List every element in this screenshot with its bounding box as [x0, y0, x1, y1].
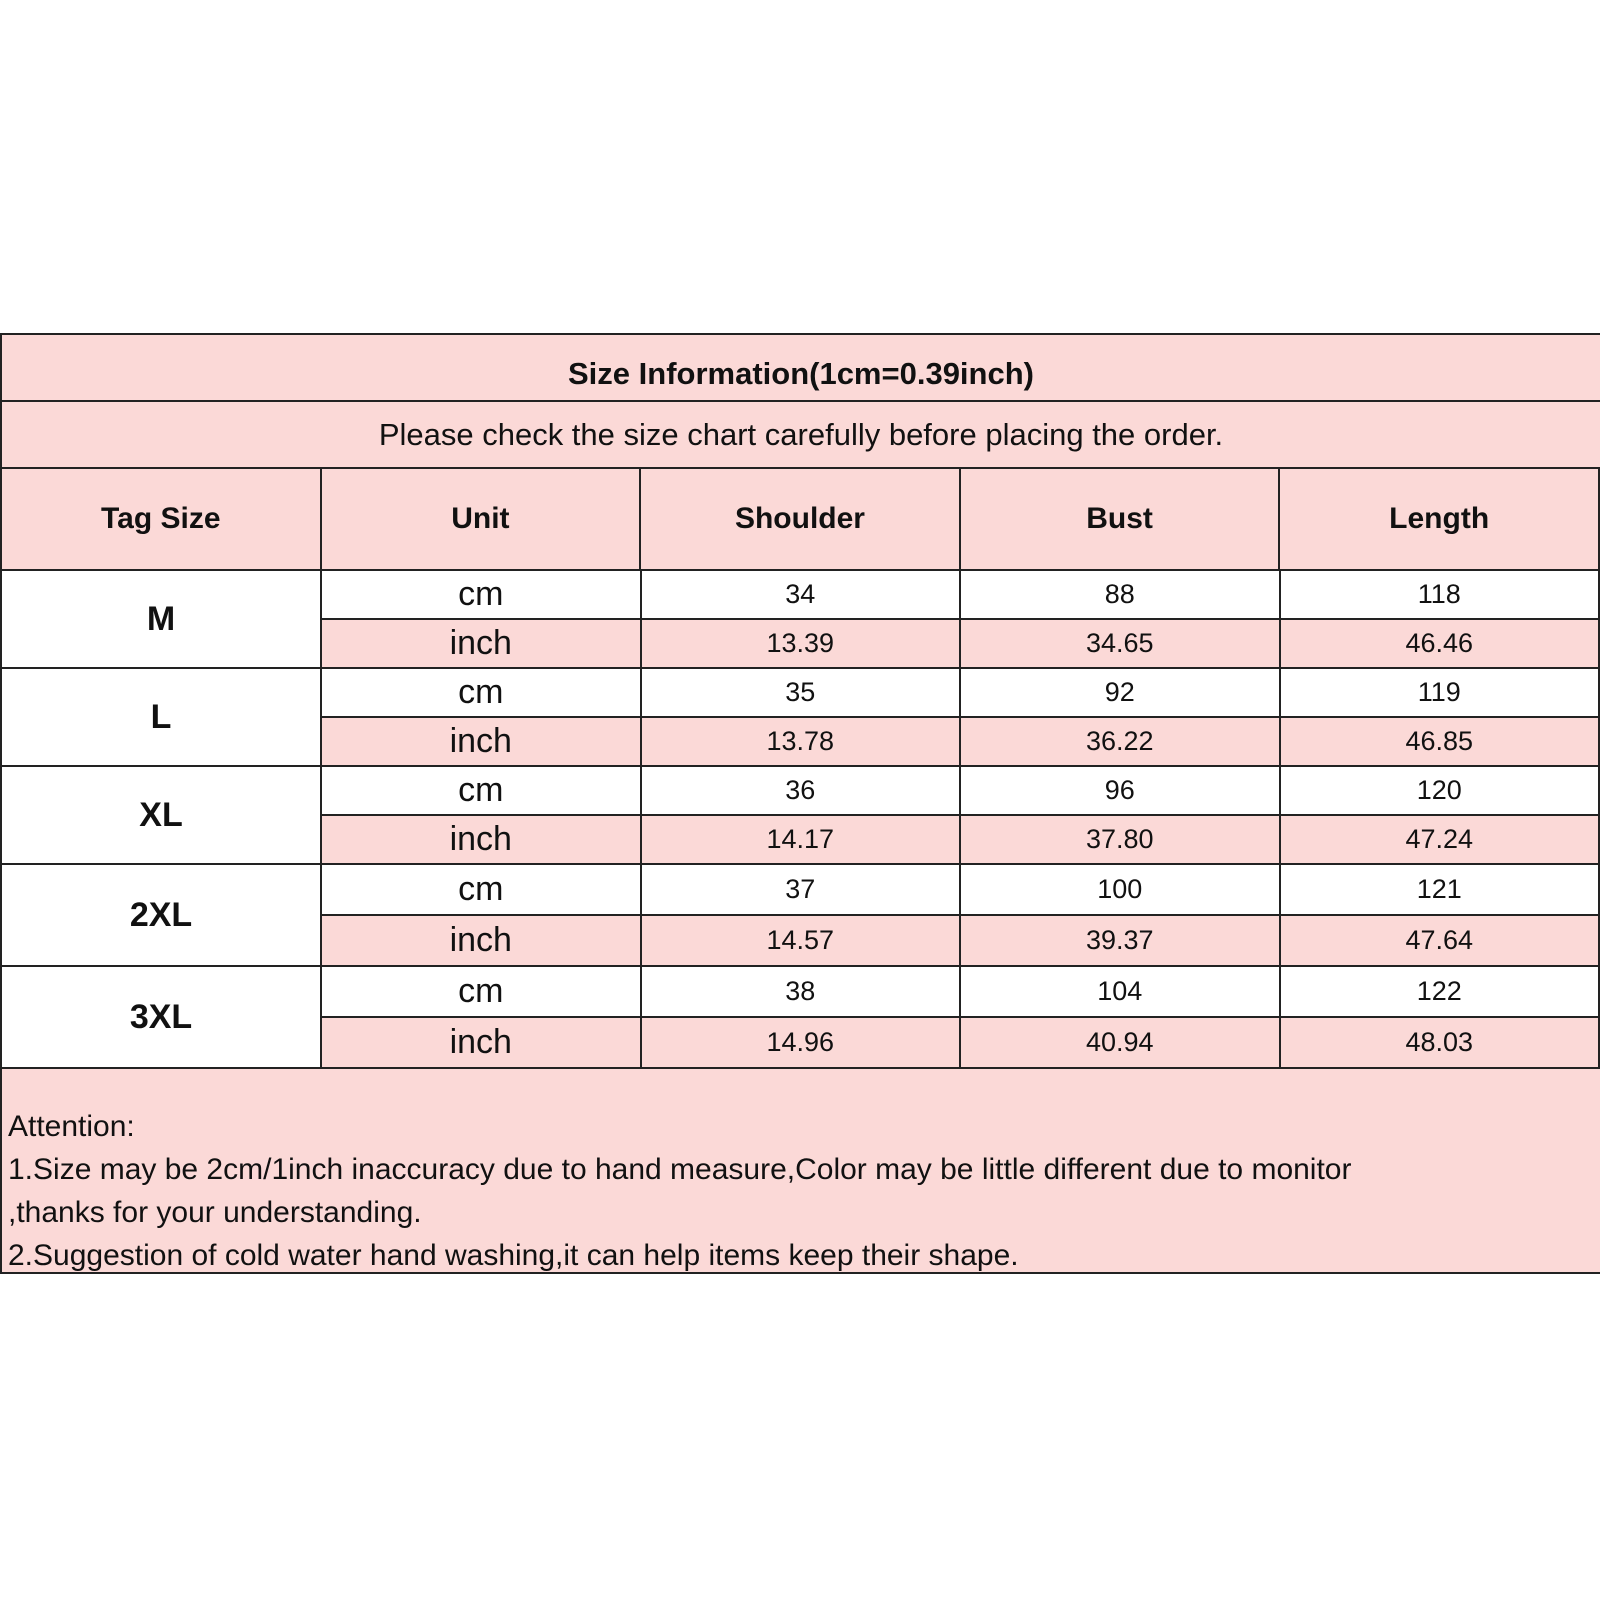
length-cell: 119: [1281, 669, 1600, 716]
shoulder-cell: 37: [642, 865, 961, 914]
table-row: inch 14.96 40.94 48.03: [322, 1016, 1600, 1067]
tag-size-cell: XL: [2, 767, 322, 863]
tag-size-cell: 2XL: [2, 865, 322, 965]
size-table: Size Information(1cm=0.39inch) Please ch…: [0, 333, 1600, 1274]
shoulder-cell: 34: [642, 571, 961, 618]
unit-cell: cm: [322, 571, 642, 618]
length-cell: 120: [1281, 767, 1600, 814]
bust-cell: 100: [961, 865, 1281, 914]
bust-cell: 104: [961, 967, 1281, 1016]
length-cell: 46.85: [1281, 718, 1600, 765]
shoulder-cell: 14.17: [642, 816, 961, 863]
bust-cell: 88: [961, 571, 1281, 618]
table-row: cm 34 88 118: [322, 571, 1600, 618]
shoulder-cell: 14.96: [642, 1018, 961, 1067]
table-row: inch 14.57 39.37 47.64: [322, 914, 1600, 965]
unit-cell: cm: [322, 767, 642, 814]
length-cell: 46.46: [1281, 620, 1600, 667]
shoulder-cell: 35: [642, 669, 961, 716]
table-row: cm 37 100 121: [322, 865, 1600, 914]
attention-line: ,thanks for your understanding.: [8, 1196, 422, 1229]
size-group: 2XL cm 37 100 121 inch 14.57 39.37 47.64: [2, 865, 1600, 967]
attention-notes: Attention: 1.Size may be 2cm/1inch inacc…: [2, 1069, 1600, 1272]
length-cell: 48.03: [1281, 1018, 1600, 1067]
unit-cell: inch: [322, 816, 642, 863]
shoulder-cell: 36: [642, 767, 961, 814]
bust-cell: 39.37: [961, 916, 1281, 965]
unit-cell: inch: [322, 1018, 642, 1067]
length-cell: 118: [1281, 571, 1600, 618]
length-cell: 47.24: [1281, 816, 1600, 863]
size-group: XL cm 36 96 120 inch 14.17 37.80 47.24: [2, 767, 1600, 865]
table-row: cm 36 96 120: [322, 767, 1600, 814]
attention-line: 2.Suggestion of cold water hand washing,…: [8, 1239, 1019, 1272]
header-length: Length: [1280, 469, 1600, 569]
shoulder-cell: 13.78: [642, 718, 961, 765]
header-shoulder: Shoulder: [641, 469, 961, 569]
unit-cell: inch: [322, 916, 642, 965]
length-cell: 47.64: [1281, 916, 1600, 965]
tag-size-cell: L: [2, 669, 322, 765]
table-row: cm 35 92 119: [322, 669, 1600, 716]
size-group: 3XL cm 38 104 122 inch 14.96 40.94 48.03: [2, 967, 1600, 1069]
bust-cell: 36.22: [961, 718, 1281, 765]
bust-cell: 96: [961, 767, 1281, 814]
table-row: inch 13.78 36.22 46.85: [322, 716, 1600, 765]
header-tag-size: Tag Size: [2, 469, 322, 569]
bust-cell: 34.65: [961, 620, 1281, 667]
unit-cell: cm: [322, 669, 642, 716]
shoulder-cell: 14.57: [642, 916, 961, 965]
table-subtitle: Please check the size chart carefully be…: [2, 402, 1600, 469]
shoulder-cell: 13.39: [642, 620, 961, 667]
unit-cell: cm: [322, 865, 642, 914]
length-cell: 121: [1281, 865, 1600, 914]
tag-size-cell: 3XL: [2, 967, 322, 1067]
attention-line: 1.Size may be 2cm/1inch inaccuracy due t…: [8, 1153, 1352, 1186]
shoulder-cell: 38: [642, 967, 961, 1016]
unit-cell: cm: [322, 967, 642, 1016]
table-title: Size Information(1cm=0.39inch): [2, 335, 1600, 402]
tag-size-cell: M: [2, 571, 322, 667]
unit-cell: inch: [322, 718, 642, 765]
table-row: cm 38 104 122: [322, 967, 1600, 1016]
unit-cell: inch: [322, 620, 642, 667]
header-bust: Bust: [961, 469, 1281, 569]
bust-cell: 37.80: [961, 816, 1281, 863]
bust-cell: 92: [961, 669, 1281, 716]
attention-heading: Attention:: [8, 1110, 135, 1143]
table-row: inch 13.39 34.65 46.46: [322, 618, 1600, 667]
header-row: Tag Size Unit Shoulder Bust Length: [2, 469, 1600, 571]
header-unit: Unit: [322, 469, 642, 569]
length-cell: 122: [1281, 967, 1600, 1016]
table-row: inch 14.17 37.80 47.24: [322, 814, 1600, 863]
bust-cell: 40.94: [961, 1018, 1281, 1067]
